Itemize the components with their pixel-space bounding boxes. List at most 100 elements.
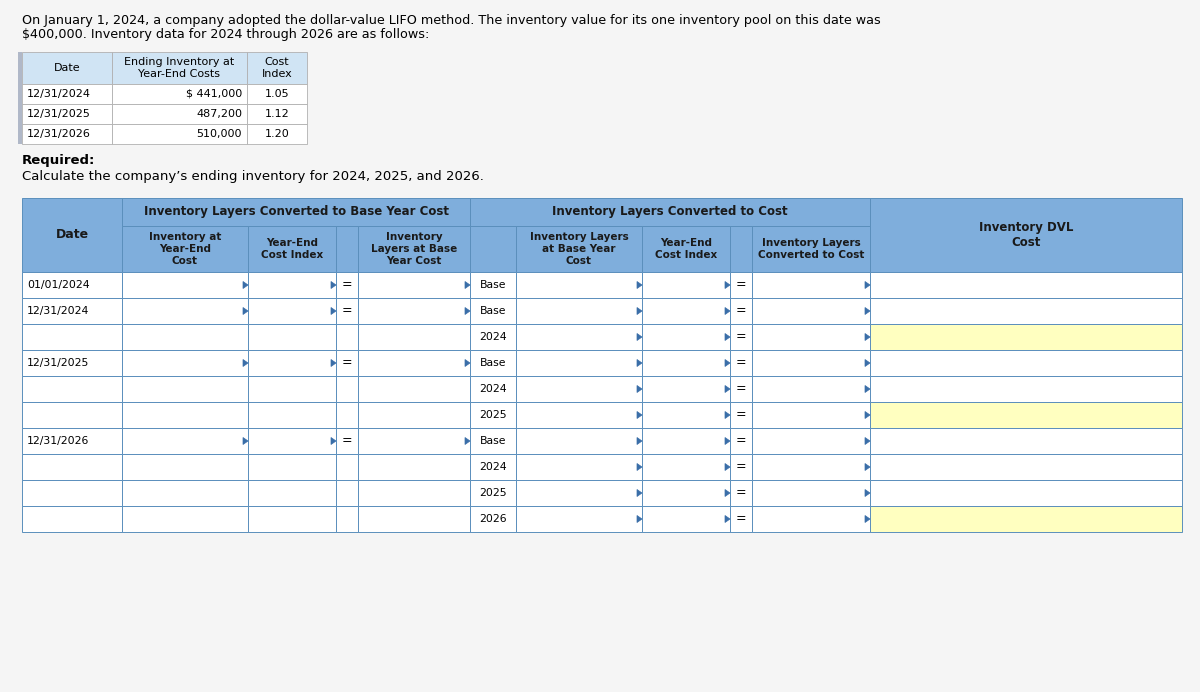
Text: =: = [342,435,353,448]
Polygon shape [637,282,642,289]
Text: Base: Base [480,280,506,290]
Bar [336,226,358,272]
Bar [22,52,112,84]
Bar [248,350,336,376]
Bar [247,104,307,124]
Bar [516,376,642,402]
Bar [358,272,470,298]
Text: Inventory Layers
at Base Year
Cost: Inventory Layers at Base Year Cost [529,233,629,266]
Text: Calculate the company’s ending inventory for 2024, 2025, and 2026.: Calculate the company’s ending inventory… [22,170,484,183]
Polygon shape [725,307,730,314]
Text: Base: Base [480,436,506,446]
Polygon shape [725,282,730,289]
Polygon shape [865,282,870,289]
Bar [870,376,1182,402]
Bar [870,350,1182,376]
Bar [248,454,336,480]
Text: Inventory DVL
Cost: Inventory DVL Cost [979,221,1073,249]
Polygon shape [725,437,730,444]
Text: 1.20: 1.20 [265,129,289,139]
Polygon shape [865,516,870,522]
Text: 510,000: 510,000 [197,129,242,139]
Text: =: = [736,460,746,473]
Polygon shape [637,437,642,444]
Bar [112,52,247,84]
Bar [730,272,752,298]
Text: Base: Base [480,358,506,368]
Bar [870,272,1182,298]
Bar [730,506,752,532]
Bar [336,272,358,298]
Bar [642,272,730,298]
Text: Inventory
Layers at Base
Year Cost: Inventory Layers at Base Year Cost [371,233,457,266]
Polygon shape [725,464,730,471]
Text: 12/31/2025: 12/31/2025 [28,358,89,368]
Bar [248,376,336,402]
Bar [752,350,870,376]
Bar [730,226,752,272]
Bar [248,506,336,532]
Bar [752,272,870,298]
Bar [870,428,1182,454]
Bar [336,350,358,376]
Polygon shape [242,307,248,314]
Text: 2025: 2025 [479,410,506,420]
Text: 2024: 2024 [479,384,506,394]
Bar [470,226,516,272]
Text: 12/31/2026: 12/31/2026 [28,436,89,446]
Polygon shape [466,360,470,367]
Bar [870,198,1182,272]
Bar [358,226,470,272]
Text: 12/31/2026: 12/31/2026 [28,129,91,139]
Polygon shape [637,385,642,392]
Polygon shape [725,489,730,496]
Bar [122,506,248,532]
Bar [516,226,642,272]
Text: Inventory Layers Converted to Cost: Inventory Layers Converted to Cost [552,206,788,219]
Text: Ending Inventory at
Year-End Costs: Ending Inventory at Year-End Costs [125,57,235,79]
Bar [752,298,870,324]
Bar [248,324,336,350]
Bar [730,350,752,376]
Text: =: = [736,304,746,318]
Bar [247,52,307,84]
Bar [516,428,642,454]
Bar [122,480,248,506]
Bar [730,428,752,454]
Bar [336,506,358,532]
Text: 01/01/2024: 01/01/2024 [28,280,90,290]
Polygon shape [865,437,870,444]
Polygon shape [637,334,642,340]
Bar [22,84,112,104]
Bar [870,506,1182,532]
Bar [22,124,112,144]
Polygon shape [637,307,642,314]
Bar [752,428,870,454]
Bar [22,480,122,506]
Bar [22,350,122,376]
Bar [336,324,358,350]
Text: Cost
Index: Cost Index [262,57,293,79]
Bar [470,324,516,350]
Text: =: = [736,383,746,396]
Bar [358,402,470,428]
Polygon shape [865,360,870,367]
Text: Year-End
Cost Index: Year-End Cost Index [260,238,323,260]
Bar [358,324,470,350]
Polygon shape [466,307,470,314]
Text: 1.12: 1.12 [265,109,289,119]
Bar [22,298,122,324]
Polygon shape [242,360,248,367]
Bar [470,454,516,480]
Bar [122,198,470,226]
Bar [516,350,642,376]
Bar [752,402,870,428]
Text: 2025: 2025 [479,488,506,498]
Bar [642,226,730,272]
Bar [358,350,470,376]
Bar [122,454,248,480]
Text: 12/31/2025: 12/31/2025 [28,109,91,119]
Polygon shape [466,437,470,444]
Bar [516,480,642,506]
Bar [752,480,870,506]
